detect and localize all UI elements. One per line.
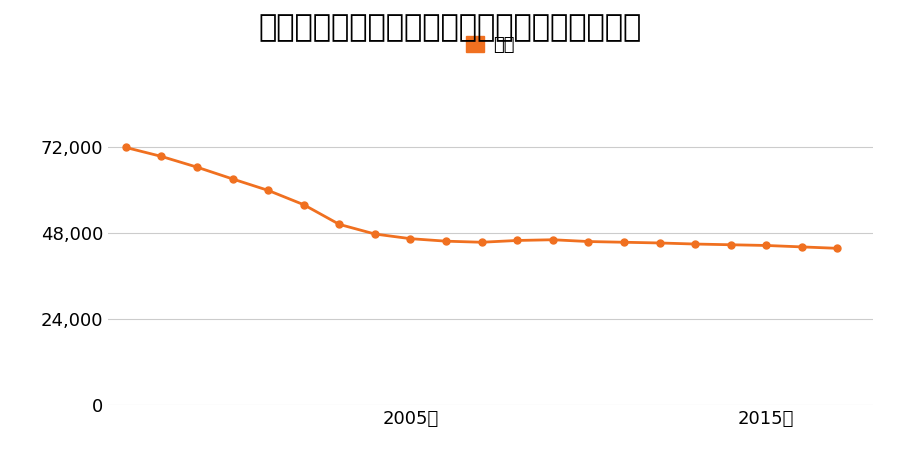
価格 <box>618 239 629 245</box>
価格 <box>263 188 274 193</box>
価格 <box>156 154 166 159</box>
Legend: 価格: 価格 <box>459 29 522 62</box>
価格 <box>832 246 842 251</box>
価格 <box>796 244 807 250</box>
価格 <box>725 242 736 248</box>
価格 <box>689 241 700 247</box>
Line: 価格: 価格 <box>122 144 841 252</box>
価格 <box>476 239 487 245</box>
価格 <box>512 238 523 243</box>
価格 <box>654 240 665 246</box>
価格 <box>334 222 345 227</box>
価格 <box>583 239 594 244</box>
価格 <box>405 236 416 241</box>
Text: 静岡県裾野市金沢字横山下８番２外の地価推移: 静岡県裾野市金沢字横山下８番２外の地価推移 <box>258 14 642 42</box>
価格 <box>192 164 202 170</box>
価格 <box>441 238 452 244</box>
価格 <box>547 237 558 243</box>
価格 <box>227 176 238 182</box>
価格 <box>370 231 381 237</box>
価格 <box>760 243 771 248</box>
価格 <box>121 145 131 150</box>
価格 <box>298 202 309 207</box>
